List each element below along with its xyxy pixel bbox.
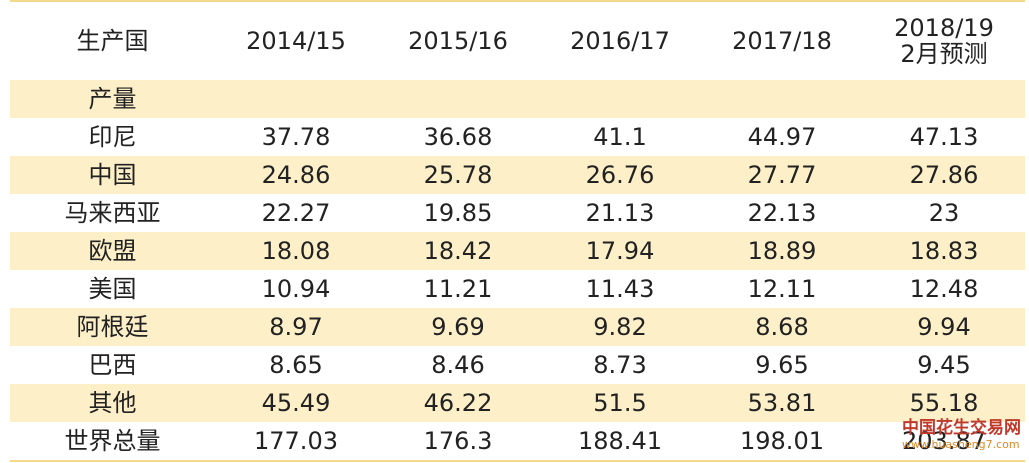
value-cell: 51.5	[539, 384, 701, 422]
value-cell: 27.77	[701, 156, 863, 194]
header-cell: 2016/17	[570, 27, 670, 55]
value-cell: 18.89	[701, 232, 863, 270]
value-cell: 24.86	[215, 156, 377, 194]
empty-cell	[701, 80, 863, 118]
data-row: 巴西 8.65 8.46 8.73 9.65 9.45	[10, 346, 1025, 384]
value-cell: 22.27	[261, 199, 331, 227]
value-cell: 22.13	[747, 199, 817, 227]
value-cell: 8.46	[431, 351, 485, 379]
value-cell: 18.83	[863, 232, 1025, 270]
value-cell: 55.18	[863, 384, 1025, 422]
value-cell: 9.69	[377, 308, 539, 346]
value-cell: 8.73	[593, 351, 647, 379]
value-cell: 8.68	[701, 308, 863, 346]
row-label: 其他	[10, 384, 215, 422]
header-cell: 2015/16	[408, 27, 508, 55]
value-cell: 26.76	[539, 156, 701, 194]
value-cell: 37.78	[261, 123, 331, 151]
value-cell: 25.78	[377, 156, 539, 194]
value-cell: 18.42	[377, 232, 539, 270]
data-row: 马来西亚 22.27 19.85 21.13 22.13 23	[10, 194, 1025, 232]
value-cell: 9.45	[917, 351, 971, 379]
value-cell: 41.1	[593, 123, 647, 151]
row-label: 美国	[88, 275, 137, 303]
value-cell: 47.13	[909, 123, 979, 151]
value-cell: 18.08	[215, 232, 377, 270]
value-cell: 12.11	[747, 275, 817, 303]
data-row: 其他 45.49 46.22 51.5 53.81 55.18	[10, 384, 1025, 422]
value-cell: 21.13	[585, 199, 655, 227]
row-label: 世界总量	[64, 427, 161, 455]
value-cell: 8.65	[269, 351, 323, 379]
row-label: 阿根廷	[10, 308, 215, 346]
value-cell: 11.43	[585, 275, 655, 303]
empty-cell	[215, 80, 377, 118]
value-cell: 176.3	[423, 427, 493, 455]
watermark-url: www.huasheng7.com	[902, 438, 1020, 451]
value-cell: 198.01	[740, 427, 824, 455]
row-label: 巴西	[88, 351, 137, 379]
value-cell: 53.81	[701, 384, 863, 422]
empty-cell	[863, 80, 1025, 118]
value-cell: 10.94	[261, 275, 331, 303]
header-cell: 2017/18	[732, 27, 832, 55]
value-cell: 9.82	[539, 308, 701, 346]
watermark-title: 中国花生交易网	[902, 418, 1021, 438]
data-row: 中国 24.86 25.78 26.76 27.77 27.86	[10, 156, 1025, 194]
value-cell: 203.87	[902, 427, 986, 455]
value-cell: 12.48	[909, 275, 979, 303]
section-row: 产量	[10, 80, 1025, 118]
row-label: 欧盟	[10, 232, 215, 270]
row-label: 马来西亚	[64, 199, 161, 227]
value-cell: 177.03	[254, 427, 338, 455]
watermark: 中国花生交易网 www.huasheng7.com	[902, 413, 1021, 451]
value-cell: 27.86	[863, 156, 1025, 194]
header-row: 生产国 2014/15 2015/16 2016/17 2017/18 2018/19 2…	[10, 1, 1025, 80]
value-cell: 36.68	[423, 123, 493, 151]
value-cell: 8.97	[215, 308, 377, 346]
value-cell: 17.94	[539, 232, 701, 270]
header-cell: 生产国	[76, 27, 149, 55]
data-row: 欧盟 18.08 18.42 17.94 18.89 18.83	[10, 232, 1025, 270]
empty-cell	[377, 80, 539, 118]
value-cell: 19.85	[423, 199, 493, 227]
value-cell: 44.97	[747, 123, 817, 151]
data-row: 世界总量 177.03 176.3 188.41 198.01 203.87	[10, 422, 1025, 461]
data-row: 印尼 37.78 36.68 41.1 44.97 47.13	[10, 118, 1025, 156]
data-row: 美国 10.94 11.21 11.43 12.11 12.48	[10, 270, 1025, 308]
value-cell: 45.49	[215, 384, 377, 422]
value-cell: 46.22	[377, 384, 539, 422]
value-cell: 188.41	[578, 427, 662, 455]
value-cell: 9.65	[755, 351, 809, 379]
data-row: 阿根廷 8.97 9.69 9.82 8.68 9.94	[10, 308, 1025, 346]
value-cell: 23	[928, 199, 960, 227]
value-cell: 9.94	[863, 308, 1025, 346]
empty-cell	[539, 80, 701, 118]
value-cell: 11.21	[423, 275, 493, 303]
row-label: 印尼	[88, 123, 137, 151]
header-cell: 2014/15	[246, 27, 346, 55]
production-table: 生产国 2014/15 2015/16 2016/17 2017/18 2018/19 2…	[10, 0, 1025, 462]
header-cell: 2018/19 2月预测	[894, 14, 994, 68]
row-label: 中国	[10, 156, 215, 194]
section-cell: 产量	[10, 80, 215, 118]
table-body: 生产国 2014/15 2015/16 2016/17 2017/18 2018/19 2…	[10, 1, 1025, 461]
